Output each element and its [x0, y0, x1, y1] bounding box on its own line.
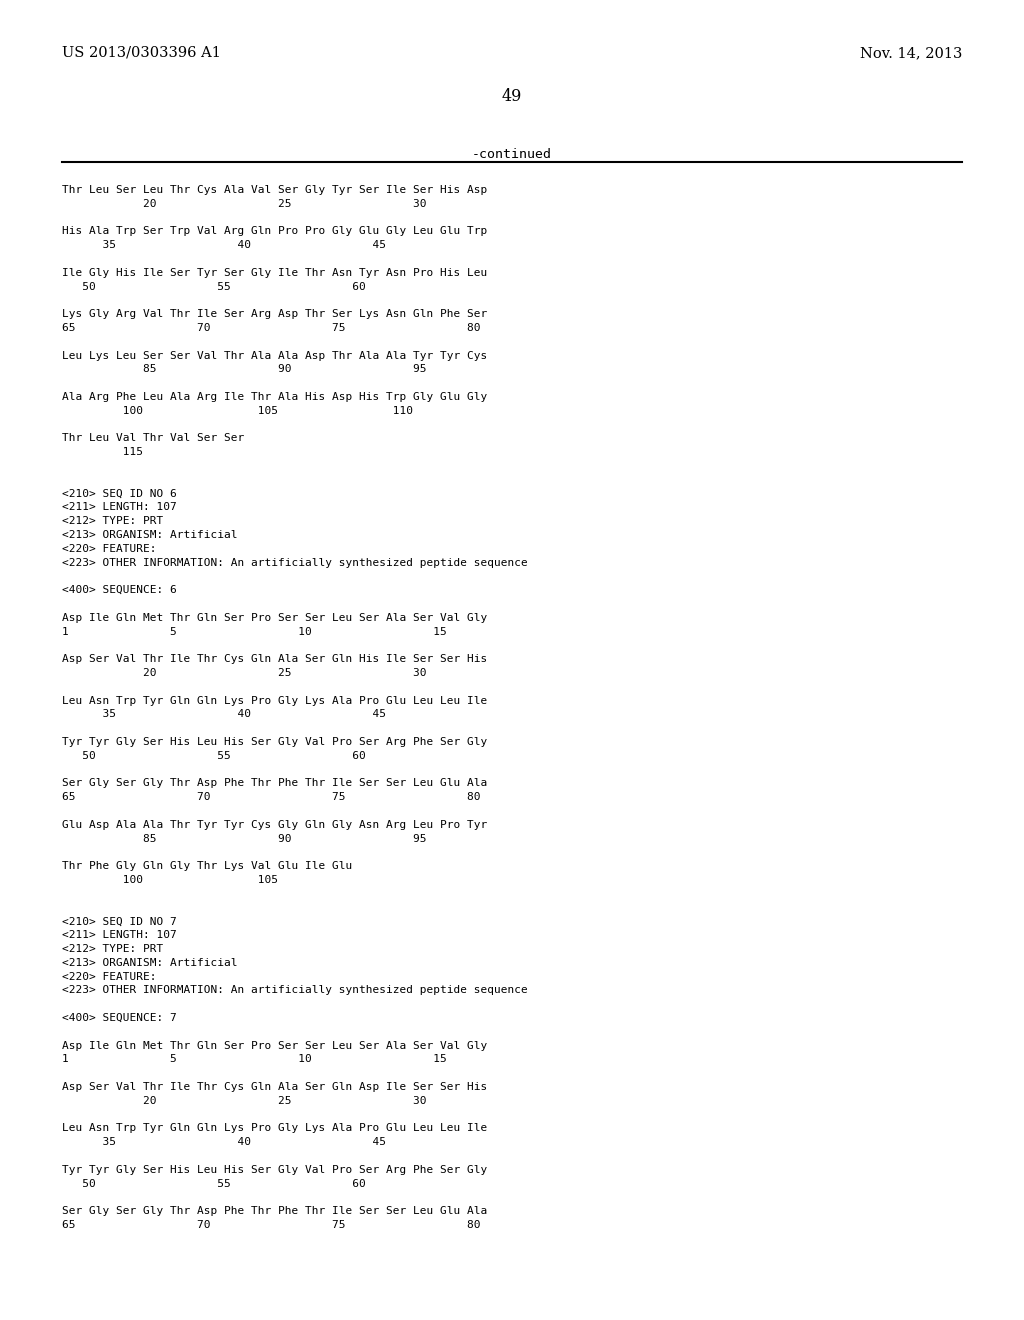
Text: 1               5                  10                  15: 1 5 10 15 — [62, 1055, 446, 1064]
Text: Thr Leu Val Thr Val Ser Ser: Thr Leu Val Thr Val Ser Ser — [62, 433, 245, 444]
Text: Leu Asn Trp Tyr Gln Gln Lys Pro Gly Lys Ala Pro Glu Leu Leu Ile: Leu Asn Trp Tyr Gln Gln Lys Pro Gly Lys … — [62, 696, 487, 706]
Text: Ser Gly Ser Gly Thr Asp Phe Thr Phe Thr Ile Ser Ser Leu Glu Ala: Ser Gly Ser Gly Thr Asp Phe Thr Phe Thr … — [62, 1206, 487, 1216]
Text: <212> TYPE: PRT: <212> TYPE: PRT — [62, 516, 163, 527]
Text: Asp Ser Val Thr Ile Thr Cys Gln Ala Ser Gln His Ile Ser Ser His: Asp Ser Val Thr Ile Thr Cys Gln Ala Ser … — [62, 655, 487, 664]
Text: <210> SEQ ID NO 7: <210> SEQ ID NO 7 — [62, 916, 177, 927]
Text: <212> TYPE: PRT: <212> TYPE: PRT — [62, 944, 163, 954]
Text: 65                  70                  75                  80: 65 70 75 80 — [62, 323, 480, 333]
Text: 35                  40                  45: 35 40 45 — [62, 709, 386, 719]
Text: His Ala Trp Ser Trp Val Arg Gln Pro Pro Gly Glu Gly Leu Glu Trp: His Ala Trp Ser Trp Val Arg Gln Pro Pro … — [62, 227, 487, 236]
Text: Glu Asp Ala Ala Thr Tyr Tyr Cys Gly Gln Gly Asn Arg Leu Pro Tyr: Glu Asp Ala Ala Thr Tyr Tyr Cys Gly Gln … — [62, 820, 487, 830]
Text: US 2013/0303396 A1: US 2013/0303396 A1 — [62, 46, 221, 59]
Text: 100                 105: 100 105 — [62, 875, 278, 884]
Text: 100                 105                 110: 100 105 110 — [62, 405, 413, 416]
Text: 20                  25                  30: 20 25 30 — [62, 199, 427, 209]
Text: Ile Gly His Ile Ser Tyr Ser Gly Ile Thr Asn Tyr Asn Pro His Leu: Ile Gly His Ile Ser Tyr Ser Gly Ile Thr … — [62, 268, 487, 277]
Text: 1               5                  10                  15: 1 5 10 15 — [62, 627, 446, 636]
Text: 85                  90                  95: 85 90 95 — [62, 834, 427, 843]
Text: Asp Ile Gln Met Thr Gln Ser Pro Ser Ser Leu Ser Ala Ser Val Gly: Asp Ile Gln Met Thr Gln Ser Pro Ser Ser … — [62, 612, 487, 623]
Text: Thr Phe Gly Gln Gly Thr Lys Val Glu Ile Glu: Thr Phe Gly Gln Gly Thr Lys Val Glu Ile … — [62, 861, 352, 871]
Text: <220> FEATURE:: <220> FEATURE: — [62, 972, 157, 982]
Text: Tyr Tyr Gly Ser His Leu His Ser Gly Val Pro Ser Arg Phe Ser Gly: Tyr Tyr Gly Ser His Leu His Ser Gly Val … — [62, 737, 487, 747]
Text: Lys Gly Arg Val Thr Ile Ser Arg Asp Thr Ser Lys Asn Gln Phe Ser: Lys Gly Arg Val Thr Ile Ser Arg Asp Thr … — [62, 309, 487, 319]
Text: <211> LENGTH: 107: <211> LENGTH: 107 — [62, 503, 177, 512]
Text: <213> ORGANISM: Artificial: <213> ORGANISM: Artificial — [62, 531, 238, 540]
Text: <223> OTHER INFORMATION: An artificially synthesized peptide sequence: <223> OTHER INFORMATION: An artificially… — [62, 986, 527, 995]
Text: 20                  25                  30: 20 25 30 — [62, 1096, 427, 1106]
Text: <223> OTHER INFORMATION: An artificially synthesized peptide sequence: <223> OTHER INFORMATION: An artificially… — [62, 557, 527, 568]
Text: Asp Ile Gln Met Thr Gln Ser Pro Ser Ser Leu Ser Ala Ser Val Gly: Asp Ile Gln Met Thr Gln Ser Pro Ser Ser … — [62, 1040, 487, 1051]
Text: 49: 49 — [502, 88, 522, 106]
Text: -continued: -continued — [472, 148, 552, 161]
Text: <400> SEQUENCE: 6: <400> SEQUENCE: 6 — [62, 585, 177, 595]
Text: 50                  55                  60: 50 55 60 — [62, 281, 366, 292]
Text: <210> SEQ ID NO 6: <210> SEQ ID NO 6 — [62, 488, 177, 499]
Text: Leu Asn Trp Tyr Gln Gln Lys Pro Gly Lys Ala Pro Glu Leu Leu Ile: Leu Asn Trp Tyr Gln Gln Lys Pro Gly Lys … — [62, 1123, 487, 1134]
Text: 85                  90                  95: 85 90 95 — [62, 364, 427, 375]
Text: <400> SEQUENCE: 7: <400> SEQUENCE: 7 — [62, 1012, 177, 1023]
Text: Tyr Tyr Gly Ser His Leu His Ser Gly Val Pro Ser Arg Phe Ser Gly: Tyr Tyr Gly Ser His Leu His Ser Gly Val … — [62, 1164, 487, 1175]
Text: 20                  25                  30: 20 25 30 — [62, 668, 427, 678]
Text: <213> ORGANISM: Artificial: <213> ORGANISM: Artificial — [62, 958, 238, 968]
Text: Asp Ser Val Thr Ile Thr Cys Gln Ala Ser Gln Asp Ile Ser Ser His: Asp Ser Val Thr Ile Thr Cys Gln Ala Ser … — [62, 1082, 487, 1092]
Text: 35                  40                  45: 35 40 45 — [62, 1138, 386, 1147]
Text: 65                  70                  75                  80: 65 70 75 80 — [62, 1220, 480, 1230]
Text: <211> LENGTH: 107: <211> LENGTH: 107 — [62, 931, 177, 940]
Text: 115: 115 — [62, 447, 143, 457]
Text: 35                  40                  45: 35 40 45 — [62, 240, 386, 251]
Text: Nov. 14, 2013: Nov. 14, 2013 — [859, 46, 962, 59]
Text: 50                  55                  60: 50 55 60 — [62, 1179, 366, 1188]
Text: Ala Arg Phe Leu Ala Arg Ile Thr Ala His Asp His Trp Gly Glu Gly: Ala Arg Phe Leu Ala Arg Ile Thr Ala His … — [62, 392, 487, 403]
Text: Ser Gly Ser Gly Thr Asp Phe Thr Phe Thr Ile Ser Ser Leu Glu Ala: Ser Gly Ser Gly Thr Asp Phe Thr Phe Thr … — [62, 779, 487, 788]
Text: Leu Lys Leu Ser Ser Val Thr Ala Ala Asp Thr Ala Ala Tyr Tyr Cys: Leu Lys Leu Ser Ser Val Thr Ala Ala Asp … — [62, 351, 487, 360]
Text: 50                  55                  60: 50 55 60 — [62, 751, 366, 760]
Text: <220> FEATURE:: <220> FEATURE: — [62, 544, 157, 554]
Text: 65                  70                  75                  80: 65 70 75 80 — [62, 792, 480, 803]
Text: Thr Leu Ser Leu Thr Cys Ala Val Ser Gly Tyr Ser Ile Ser His Asp: Thr Leu Ser Leu Thr Cys Ala Val Ser Gly … — [62, 185, 487, 195]
